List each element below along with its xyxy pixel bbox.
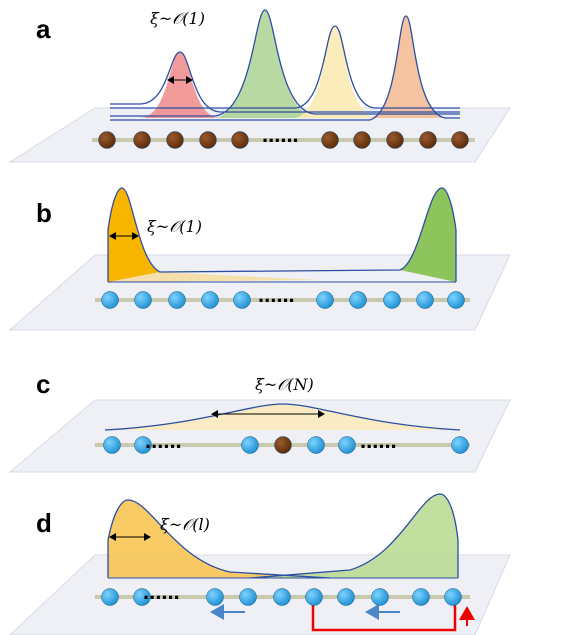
site <box>417 292 434 309</box>
site <box>339 437 356 454</box>
ellipsis: ...... <box>258 282 295 307</box>
annotation: ξ~𝒪(N) <box>255 375 314 394</box>
ellipsis: ...... <box>262 122 299 147</box>
panel-label: d <box>36 508 52 538</box>
site <box>275 437 292 454</box>
site <box>306 589 323 606</box>
panel-label: c <box>36 369 50 399</box>
site <box>102 292 119 309</box>
annotation: ξ~𝒪(l) <box>160 515 210 534</box>
site <box>102 589 119 606</box>
site <box>413 589 430 606</box>
site <box>200 132 217 149</box>
site <box>104 437 121 454</box>
site <box>234 292 251 309</box>
site <box>338 589 355 606</box>
figure: a ξ~𝒪(1) ...... b ξ~𝒪(1) ...... c ξ~𝒪(N)… <box>0 0 586 635</box>
site <box>167 132 184 149</box>
site <box>202 292 219 309</box>
site <box>445 589 462 606</box>
site <box>134 132 151 149</box>
ellipsis: ...... <box>143 579 180 604</box>
site <box>384 292 401 309</box>
site <box>354 132 371 149</box>
site <box>452 132 469 149</box>
site <box>207 589 224 606</box>
annotation: ξ~𝒪(1) <box>150 9 205 28</box>
site <box>99 132 116 149</box>
site <box>308 437 325 454</box>
panel-label: a <box>36 14 51 44</box>
ellipsis: ...... <box>145 428 182 453</box>
site <box>232 132 249 149</box>
ellipsis: ...... <box>360 428 397 453</box>
site <box>169 292 186 309</box>
site <box>274 589 291 606</box>
site <box>452 437 469 454</box>
site <box>420 132 437 149</box>
site <box>240 589 257 606</box>
panel-label: b <box>36 198 52 228</box>
site <box>350 292 367 309</box>
annotation: ξ~𝒪(1) <box>147 217 202 236</box>
site <box>322 132 339 149</box>
site <box>317 292 334 309</box>
site <box>372 589 389 606</box>
site <box>242 437 259 454</box>
site <box>448 292 465 309</box>
site <box>135 292 152 309</box>
site <box>387 132 404 149</box>
